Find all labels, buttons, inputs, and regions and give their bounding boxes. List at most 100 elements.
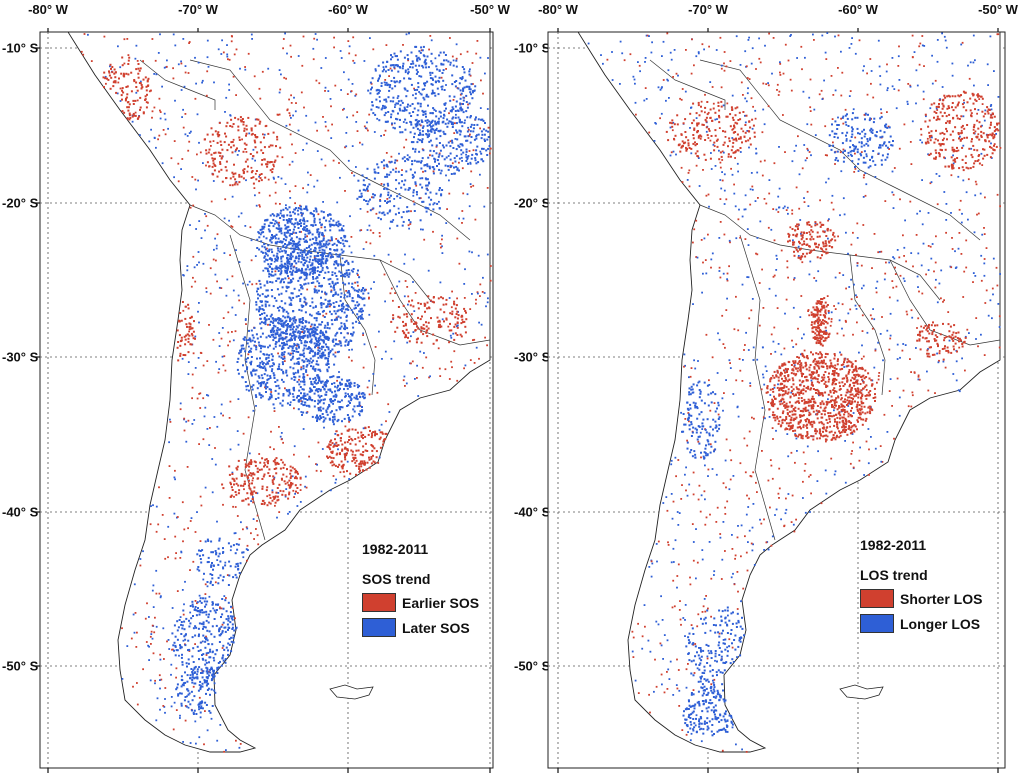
trend-pixel — [121, 627, 123, 630]
trend-pixel — [345, 319, 348, 322]
trend-pixel — [334, 438, 336, 441]
trend-pixel — [315, 208, 318, 211]
trend-pixel — [316, 280, 319, 283]
trend-pixel — [244, 381, 247, 383]
trend-pixel — [307, 171, 309, 174]
trend-pixel — [320, 306, 323, 309]
trend-pixel — [425, 178, 428, 181]
trend-pixel — [211, 562, 213, 564]
trend-pixel — [354, 461, 357, 464]
trend-pixel — [360, 316, 363, 319]
trend-pixel — [320, 263, 322, 265]
trend-pixel — [211, 603, 214, 606]
trend-pixel — [412, 331, 415, 333]
trend-pixel — [202, 397, 205, 400]
trend-pixel — [214, 447, 216, 449]
trend-pixel — [260, 344, 263, 347]
trend-pixel — [246, 170, 249, 173]
trend-pixel — [408, 32, 410, 35]
trend-pixel — [359, 460, 362, 463]
trend-pixel — [345, 259, 348, 262]
trend-pixel — [160, 678, 163, 681]
trend-pixel — [261, 487, 264, 490]
trend-pixel — [354, 428, 357, 431]
trend-pixel — [263, 365, 266, 368]
trend-pixel — [339, 176, 341, 179]
trend-pixel — [343, 475, 346, 478]
trend-pixel — [401, 224, 404, 227]
trend-pixel — [285, 285, 288, 288]
trend-pixel — [278, 328, 280, 331]
trend-pixel — [292, 326, 295, 328]
trend-pixel — [394, 103, 397, 106]
trend-pixel — [451, 55, 454, 58]
trend-pixel — [314, 259, 317, 262]
trend-pixel — [237, 567, 240, 570]
trend-pixel — [301, 380, 304, 383]
trend-pixel — [383, 98, 386, 101]
trend-pixel — [281, 461, 284, 464]
trend-pixel — [456, 167, 459, 170]
trend-pixel — [350, 90, 353, 92]
trend-pixel — [216, 141, 219, 144]
trend-pixel — [385, 100, 388, 103]
trend-pixel — [274, 343, 277, 345]
trend-pixel — [339, 299, 342, 302]
trend-pixel — [282, 244, 285, 247]
trend-pixel — [134, 111, 137, 114]
trend-pixel — [402, 211, 405, 213]
trend-pixel — [244, 463, 247, 466]
trend-pixel — [149, 679, 152, 682]
trend-pixel — [271, 317, 274, 320]
trend-pixel — [337, 264, 340, 267]
trend-pixel — [276, 259, 279, 262]
trend-pixel — [331, 391, 334, 394]
trend-pixel — [321, 266, 324, 269]
trend-pixel — [373, 447, 376, 450]
trend-pixel — [322, 398, 325, 401]
trend-pixel — [484, 336, 486, 339]
trend-pixel — [474, 118, 477, 121]
trend-pixel — [328, 455, 331, 458]
trend-pixel — [283, 249, 286, 252]
trend-pixel — [194, 643, 196, 645]
trend-pixel — [348, 395, 350, 398]
trend-pixel — [404, 71, 407, 74]
trend-pixel — [470, 123, 473, 126]
trend-pixel — [315, 469, 318, 472]
trend-pixel — [321, 290, 323, 293]
trend-pixel — [439, 172, 442, 175]
trend-pixel — [274, 220, 277, 223]
trend-pixel — [283, 357, 286, 360]
trend-pixel — [174, 645, 177, 648]
trend-pixel — [198, 321, 200, 324]
trend-pixel — [331, 450, 334, 453]
trend-pixel — [317, 346, 320, 349]
trend-pixel — [269, 323, 271, 326]
trend-pixel — [320, 304, 323, 306]
trend-pixel — [290, 358, 293, 361]
trend-pixel — [278, 230, 281, 233]
trend-pixel — [274, 345, 277, 348]
trend-pixel — [476, 134, 478, 136]
trend-pixel — [476, 40, 479, 42]
trend-pixel — [318, 285, 321, 288]
trend-pixel — [441, 72, 444, 74]
trend-pixel — [256, 238, 259, 241]
trend-pixel — [206, 133, 209, 136]
trend-pixel — [308, 244, 311, 247]
trend-pixel — [426, 207, 429, 210]
trend-pixel — [256, 357, 258, 360]
trend-pixel — [287, 286, 290, 289]
trend-pixel — [306, 328, 309, 331]
trend-pixel — [221, 613, 224, 616]
trend-pixel — [394, 292, 396, 294]
trend-pixel — [476, 291, 479, 294]
trend-pixel — [467, 155, 470, 158]
trend-pixel — [454, 105, 457, 108]
trend-pixel — [436, 87, 439, 90]
trend-pixel — [263, 284, 266, 287]
trend-pixel — [298, 378, 300, 381]
trend-pixel — [298, 332, 301, 335]
trend-pixel — [258, 232, 261, 235]
